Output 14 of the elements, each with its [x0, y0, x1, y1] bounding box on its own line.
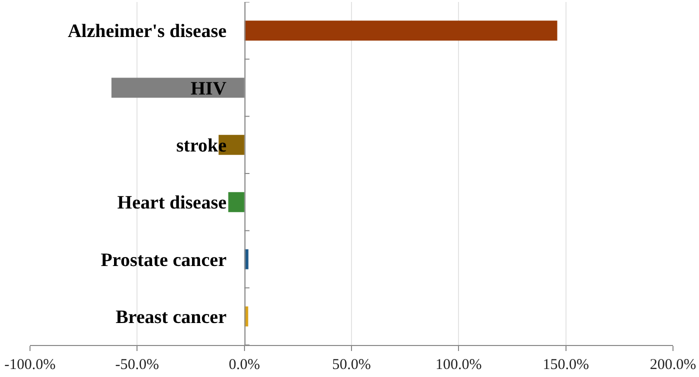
x-tick-label: 150.0% — [542, 357, 589, 373]
x-tick-label: 50.0% — [332, 357, 371, 373]
x-tick-label: 0.0% — [228, 357, 260, 373]
x-tick-label: -50.0% — [115, 357, 160, 373]
bar — [228, 192, 244, 212]
x-tick-label: 200.0% — [650, 357, 696, 373]
bar — [244, 20, 558, 41]
x-tick-label: -100.0% — [4, 357, 56, 373]
y-tick-label: Heart disease — [117, 192, 227, 214]
x-tick-label: 100.0% — [436, 357, 482, 373]
y-tick-label: Prostate cancer — [100, 250, 228, 271]
y-tick-label: HIV — [190, 78, 227, 100]
y-tick-label: Breast cancer — [116, 307, 228, 328]
y-tick-label: Alzheimer's disease — [68, 21, 227, 42]
